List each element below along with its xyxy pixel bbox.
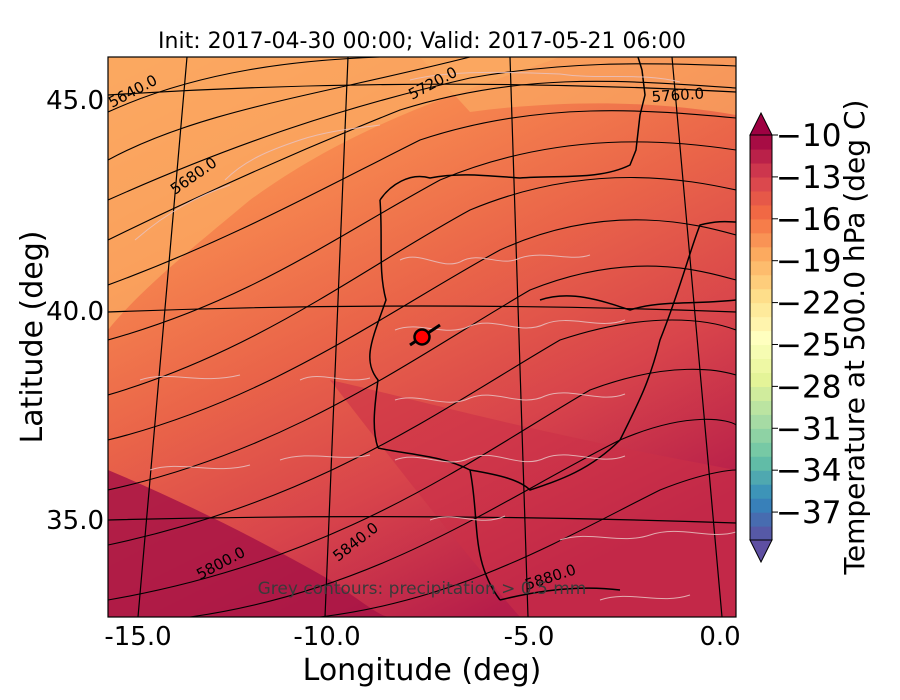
colorbar-tick-label: −25 <box>776 327 841 363</box>
colorbar-tick-label: −16 <box>776 202 841 238</box>
longitude-ticks: -15.0 -10.0 -5.0 0.0 <box>104 622 740 652</box>
geopotential-contours <box>108 57 736 617</box>
latitude-ticks: 45.0 40.0 35.0 <box>46 86 104 536</box>
colorbar-segment <box>750 498 772 513</box>
colorbar-segment <box>750 330 772 346</box>
colorbar-segment <box>750 148 772 164</box>
lat-tick-label: 35.0 <box>46 506 104 536</box>
temperature-band-warm <box>108 57 560 330</box>
lat-tick-label: 40.0 <box>46 297 104 327</box>
lon-tick-label: -5.0 <box>504 622 555 652</box>
lon-tick-label: 0.0 <box>699 622 740 652</box>
colorbar-segment <box>750 218 772 234</box>
colorbar-segment <box>750 414 772 429</box>
colorbar-segment <box>750 232 772 248</box>
x-axis-label: Longitude (deg) <box>303 653 542 688</box>
temperature-band-mid <box>330 380 736 617</box>
colorbar-tick-label: −22 <box>776 286 841 322</box>
precipitation-contours <box>134 71 736 601</box>
colorbar-segment <box>750 204 772 220</box>
colorbar-segment <box>750 358 772 374</box>
coastlines <box>369 57 736 601</box>
lat-tick-label: 45.0 <box>46 86 104 116</box>
colorbar-tick-label: −19 <box>776 244 841 280</box>
precipitation-annotation: Grey contours: precipitation > 0.5 mm <box>258 579 587 599</box>
lon-tick-label: -15.0 <box>104 622 171 652</box>
colorbar-segment <box>750 316 772 332</box>
colorbar-label: Temperature at 500.0 hPa (deg C) <box>838 100 871 576</box>
colorbar-segment <box>750 190 772 206</box>
location-marker <box>409 323 441 347</box>
colorbar-segment <box>750 162 772 178</box>
colorbar-tick-label: −13 <box>776 160 841 196</box>
map-frame <box>107 56 737 618</box>
colorbar-segment <box>750 246 772 262</box>
lon-tick-label: -10.0 <box>293 622 360 652</box>
temperature-band-cold <box>108 470 390 617</box>
colorbar-segment <box>750 526 772 541</box>
plot-title: Init: 2017-04-30 00:00; Valid: 2017-05-2… <box>158 29 686 54</box>
colorbar-segment <box>750 176 772 192</box>
y-axis-label: Latitude (deg) <box>15 231 50 444</box>
map-panel: 5640.0 5680.0 5720.0 5760.0 5800.0 5840.… <box>108 57 736 617</box>
colorbar-segment <box>750 428 772 443</box>
colorbar: −10 −13 −16 −19 −22 −25 −28 −31 −34 −37 <box>749 111 841 564</box>
graticule <box>108 57 736 617</box>
colorbar-segment <box>750 372 772 387</box>
colorbar-tick-label: −31 <box>776 411 841 447</box>
colorbar-segment <box>750 302 772 318</box>
colorbar-segment <box>750 260 772 276</box>
colorbar-extend-max <box>749 111 773 136</box>
colorbar-segment <box>750 470 772 485</box>
colorbar-segment <box>750 456 772 471</box>
colorbar-segment <box>750 135 772 150</box>
colorbar-tick-label: −10 <box>776 118 841 154</box>
colorbar-segment <box>750 386 772 401</box>
colorbar-segment <box>750 274 772 290</box>
colorbar-segment <box>750 288 772 304</box>
colorbar-segment <box>750 344 772 360</box>
colorbar-segment <box>750 512 772 527</box>
colorbar-segment <box>750 442 772 457</box>
colorbar-extend-min <box>749 539 773 564</box>
contour-label: 5760.0 <box>651 84 705 106</box>
colorbar-frame <box>749 134 773 541</box>
colorbar-segment <box>750 400 772 415</box>
colorbar-segment <box>750 484 772 499</box>
colorbar-tick-label: −28 <box>776 369 841 405</box>
colorbar-tick-label: −34 <box>776 453 841 489</box>
colorbar-tick-label: −37 <box>776 495 841 531</box>
